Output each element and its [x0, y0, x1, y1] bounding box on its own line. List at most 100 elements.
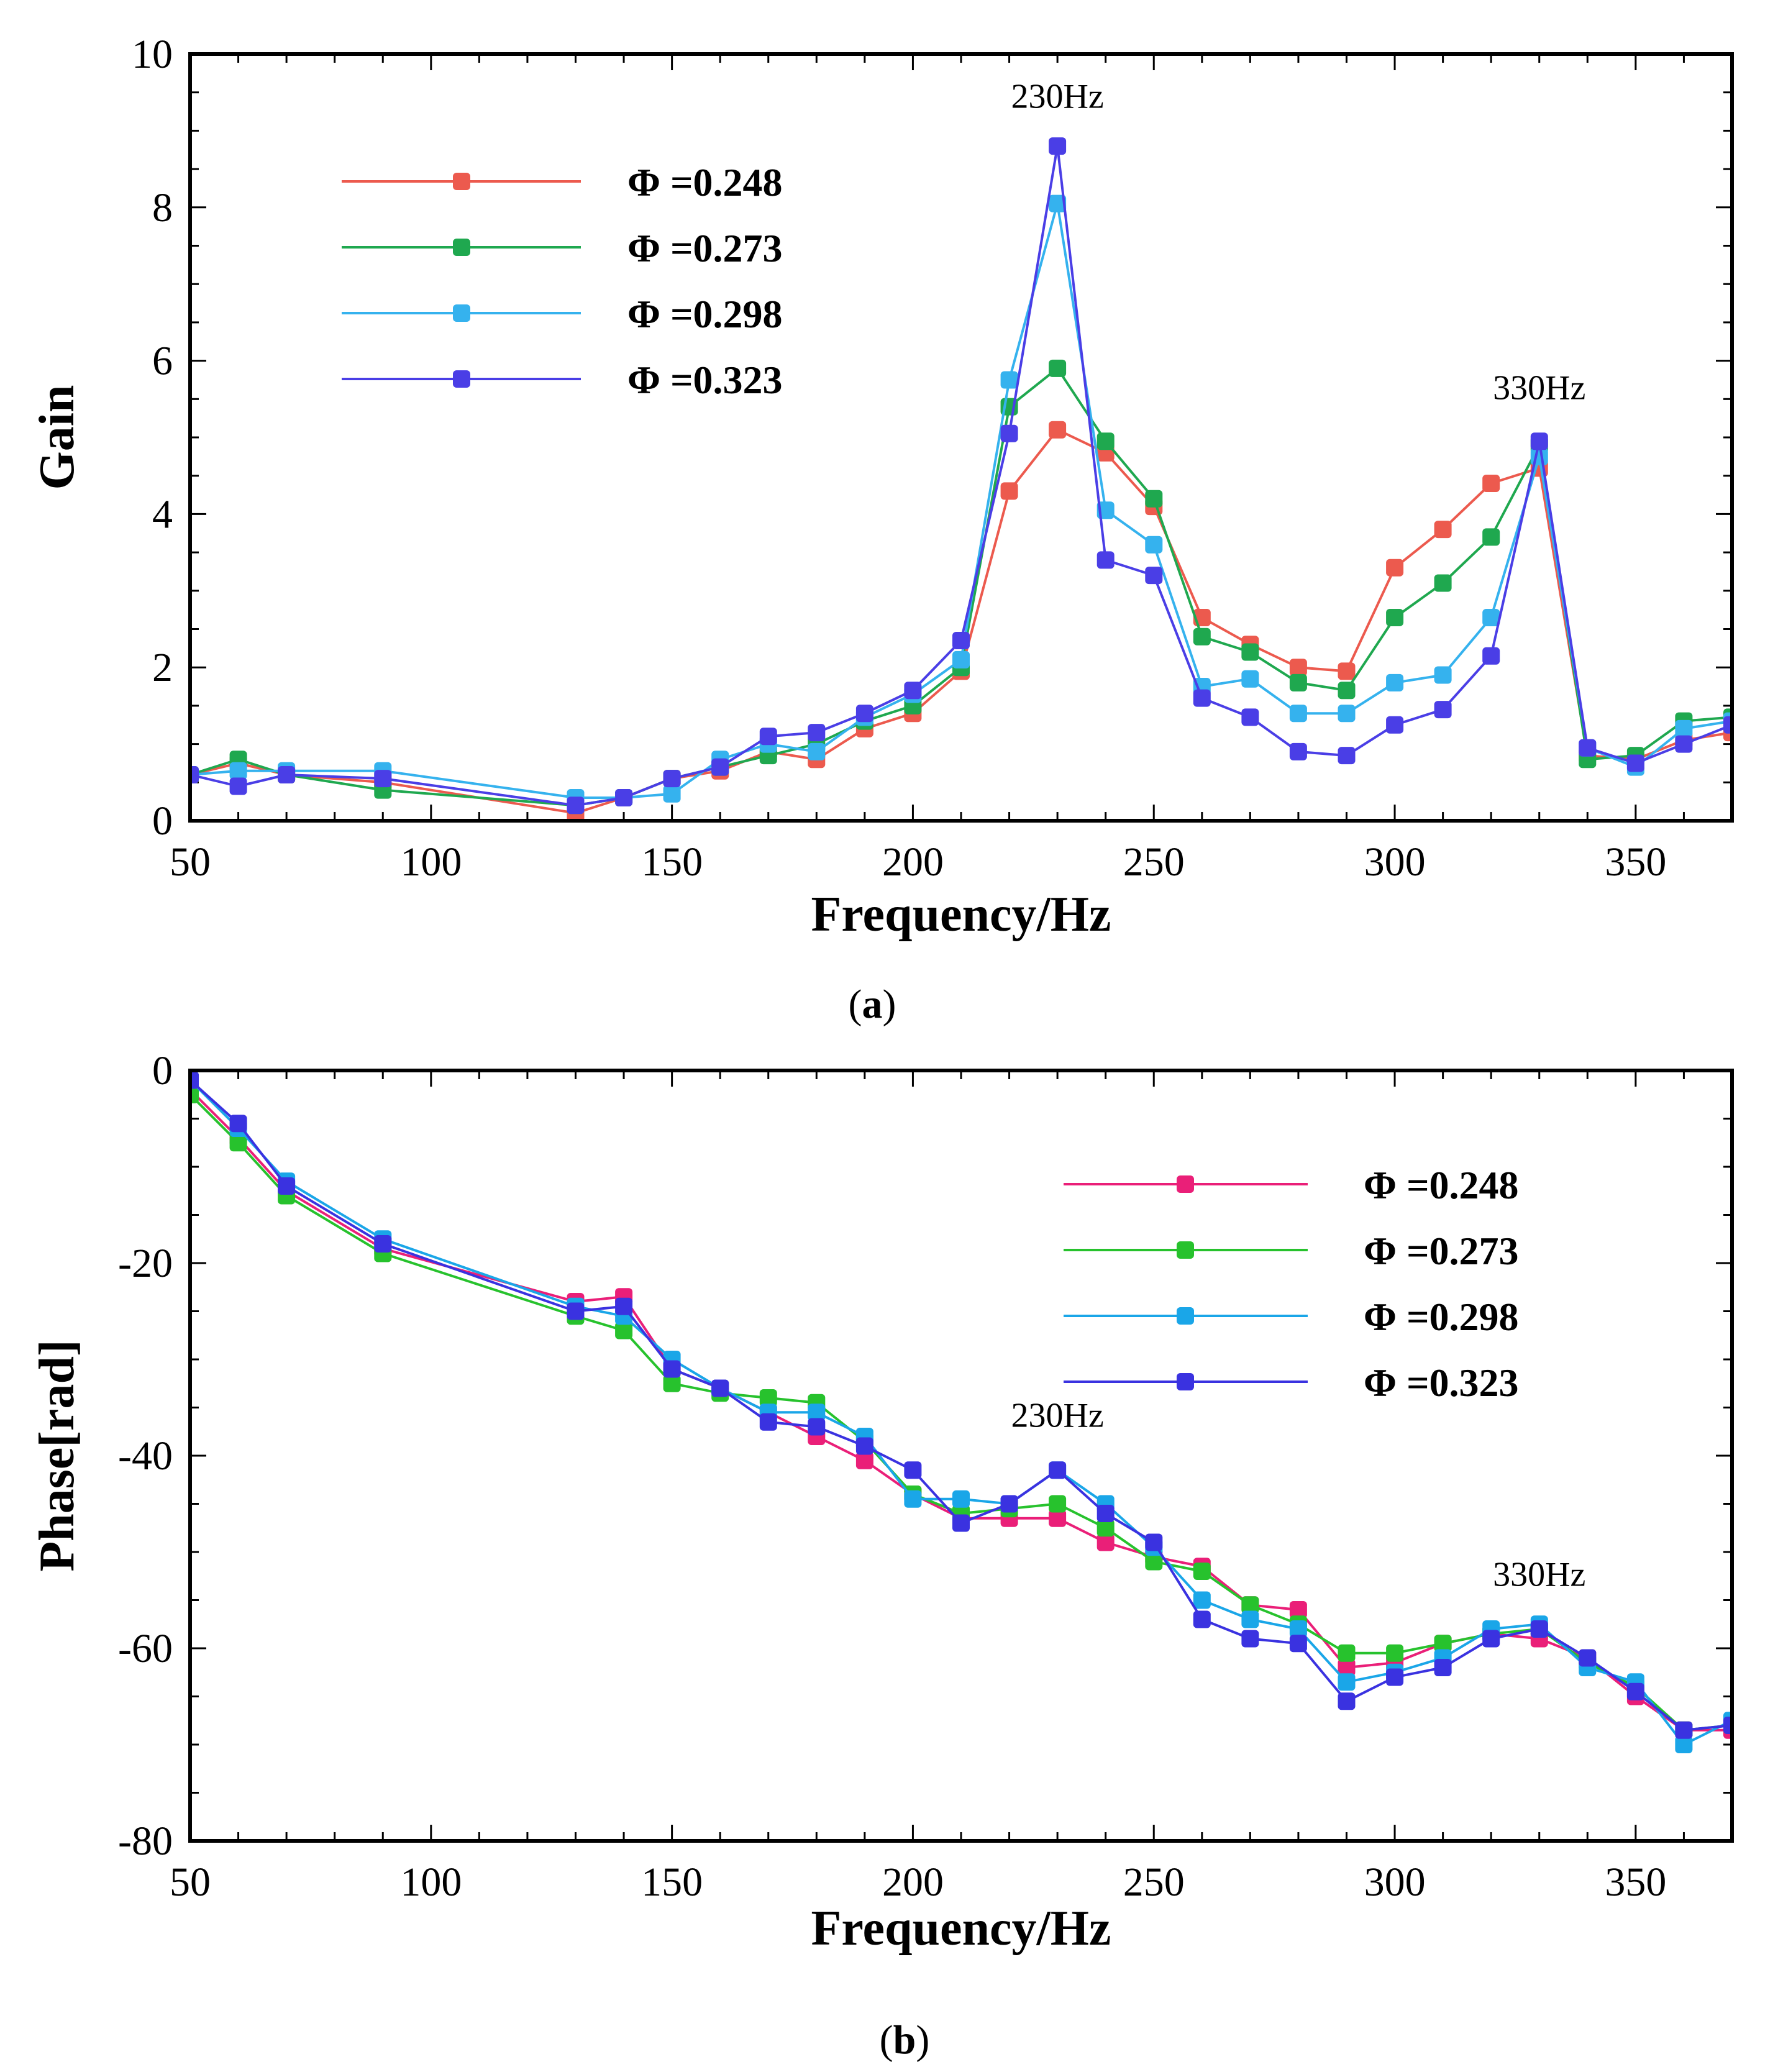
gain-chart-panel: 50 100 150 200 250 300 350 0 2 4 6 8 10 Frequency/H… — [30, 32, 1734, 1027]
data-point — [1579, 739, 1597, 757]
y-tick-label: 10 — [132, 32, 173, 77]
phase-x-tick-labels: 50 100 150 200 250 300 350 — [170, 1860, 1666, 1905]
data-point — [1338, 1644, 1356, 1662]
data-point — [759, 728, 777, 746]
data-point — [663, 1360, 681, 1378]
data-point — [1145, 536, 1163, 554]
data-point — [711, 758, 729, 776]
data-point — [1000, 371, 1018, 389]
data-point — [904, 1490, 922, 1508]
data-point — [1193, 628, 1211, 646]
data-point — [1386, 716, 1404, 734]
data-point — [1289, 673, 1307, 691]
series-line — [190, 145, 1732, 807]
data-point — [278, 766, 296, 783]
x-tick-label: 100 — [400, 1860, 462, 1905]
data-point — [1289, 742, 1307, 760]
x-tick-label: 300 — [1364, 1860, 1426, 1905]
data-point — [1338, 705, 1356, 723]
y-tick-label: -20 — [118, 1241, 173, 1286]
data-point — [190, 1085, 199, 1103]
series-0248 — [190, 421, 1732, 821]
x-tick-label: 150 — [641, 839, 703, 885]
data-point — [1626, 754, 1644, 772]
data-point — [1096, 551, 1115, 569]
data-point — [759, 1413, 777, 1431]
data-point — [1000, 482, 1018, 500]
x-tick-label: 100 — [400, 839, 462, 885]
data-point — [1338, 682, 1356, 700]
data-point — [1289, 659, 1307, 677]
legend-entry-phi-0273: Φ =0.273 — [342, 226, 783, 270]
data-point — [190, 1071, 199, 1089]
data-point — [1626, 1682, 1644, 1700]
data-point — [1000, 1495, 1018, 1513]
data-point — [1482, 609, 1500, 626]
data-point — [808, 724, 826, 742]
data-point — [1675, 1721, 1693, 1739]
data-point — [1289, 1601, 1307, 1618]
data-point — [1338, 1659, 1356, 1676]
svg-text:Φ =0.323: Φ =0.323 — [627, 358, 783, 402]
x-tick-label: 200 — [882, 1860, 944, 1905]
data-point — [1289, 1635, 1307, 1653]
data-point — [1675, 1736, 1693, 1753]
data-point — [1723, 716, 1732, 734]
data-point — [952, 632, 970, 649]
data-point — [1049, 1509, 1067, 1527]
gain-peak-annotation-330hz: 330Hz — [1493, 368, 1585, 407]
data-point — [1386, 1644, 1404, 1662]
data-point — [229, 1134, 247, 1152]
series-line — [190, 428, 1732, 815]
data-point — [1193, 1563, 1211, 1580]
data-point — [374, 770, 392, 788]
data-point — [711, 1379, 729, 1397]
data-point — [1096, 432, 1115, 450]
phase-y-axis-label: Phase[rad] — [30, 1339, 84, 1571]
panel-b-caption: (b) — [880, 2017, 930, 2063]
data-point — [808, 1403, 826, 1422]
data-point — [952, 1514, 970, 1532]
gain-y-tick-labels: 0 2 4 6 8 10 — [132, 32, 173, 844]
data-point — [1482, 1630, 1500, 1648]
phase-chart-panel: 50 100 150 200 250 300 350 0 -20 -40 -60 -80 Frequ… — [30, 1048, 1734, 2063]
phase-chart-legend: Φ =0.248 Φ =0.273 Φ =0.298 Φ =0.323 — [1064, 1163, 1519, 1405]
legend-entry-phi-0273: Φ =0.273 — [1064, 1229, 1519, 1273]
data-point — [1386, 1668, 1404, 1686]
x-tick-label: 200 — [882, 839, 944, 885]
data-point — [1482, 528, 1500, 546]
data-point — [278, 1177, 296, 1195]
data-point — [1049, 421, 1067, 439]
y-tick-label: 0 — [152, 798, 173, 844]
data-point — [952, 650, 970, 669]
panel-a-caption: (a) — [849, 982, 896, 1027]
legend-entry-phi-0323: Φ =0.323 — [1064, 1361, 1519, 1405]
data-point — [1386, 673, 1404, 691]
data-point — [1049, 194, 1067, 212]
data-point — [1145, 1553, 1163, 1571]
data-point — [1338, 1673, 1356, 1691]
svg-text:Φ =0.273: Φ =0.273 — [1364, 1229, 1519, 1273]
svg-text:Φ =0.248: Φ =0.248 — [627, 160, 783, 204]
phase-x-axis-label: Frequency/Hz — [811, 1901, 1111, 1956]
data-point — [1530, 1620, 1548, 1638]
data-point — [808, 742, 826, 760]
data-point — [1530, 432, 1548, 450]
data-point — [1000, 424, 1018, 442]
data-point — [1049, 1495, 1067, 1513]
data-point — [855, 1437, 873, 1455]
data-point — [663, 1374, 681, 1392]
data-point — [229, 777, 247, 795]
data-point — [1482, 475, 1500, 492]
data-point — [1049, 1461, 1067, 1479]
data-point — [1434, 521, 1452, 539]
data-point — [1145, 490, 1163, 508]
data-point — [190, 766, 199, 783]
x-tick-label: 300 — [1364, 839, 1426, 885]
data-point — [855, 1451, 873, 1469]
legend-entry-phi-0248: Φ =0.248 — [342, 160, 783, 204]
data-point — [229, 1115, 247, 1133]
legend-entry-phi-0298: Φ =0.298 — [342, 292, 783, 336]
data-point — [1049, 359, 1067, 377]
